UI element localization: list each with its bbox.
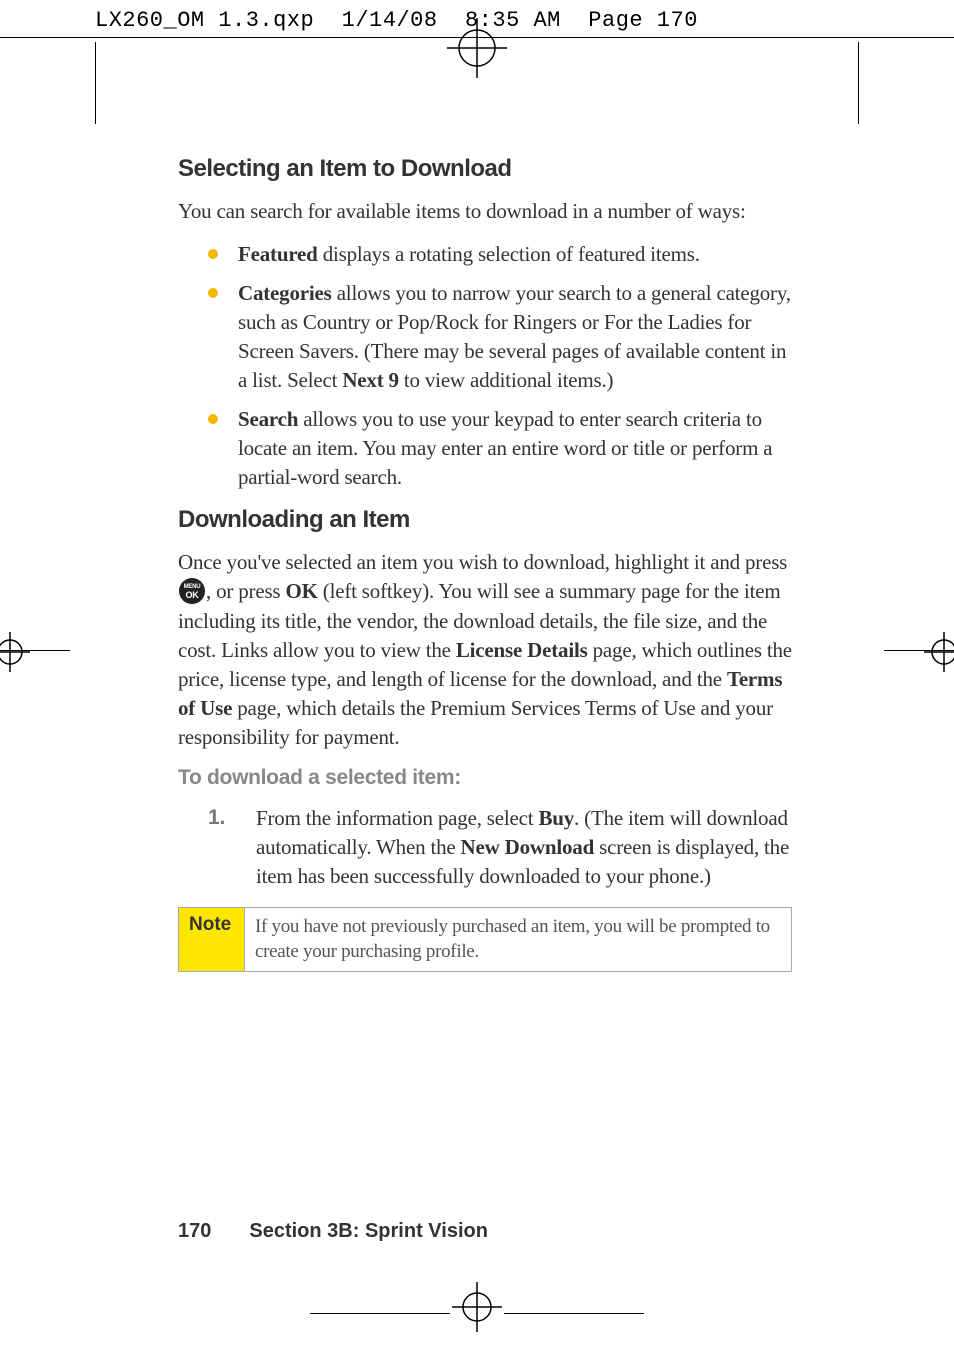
note-text: If you have not previously purchased an … bbox=[245, 908, 791, 971]
note-box: Note If you have not previously purchase… bbox=[178, 907, 792, 972]
dl-bold-license: License Details bbox=[456, 638, 588, 662]
step-1-buy: Buy bbox=[538, 806, 574, 830]
crop-mark-left-icon bbox=[95, 42, 96, 124]
page-number: 170 bbox=[178, 1220, 211, 1242]
selecting-intro: You can search for available items to do… bbox=[178, 197, 792, 226]
registration-mark-top-icon bbox=[447, 18, 507, 83]
bullet-categories-rest-b: to view additional items.) bbox=[399, 368, 613, 392]
registration-mark-right-icon bbox=[924, 632, 954, 677]
selecting-bullets: Featured displays a rotating selection o… bbox=[178, 240, 792, 492]
registration-mark-bottom-icon bbox=[452, 1282, 502, 1337]
step-1-a: From the information page, select bbox=[256, 806, 538, 830]
note-label: Note bbox=[179, 908, 245, 971]
bullet-search: Search allows you to use your keypad to … bbox=[208, 405, 792, 492]
step-1: 1. From the information page, select Buy… bbox=[208, 804, 792, 891]
bullet-featured-rest: displays a rotating selection of feature… bbox=[318, 242, 700, 266]
bullet-categories-bold: Categories bbox=[238, 281, 332, 305]
page-footer: 170 Section 3B: Sprint Vision bbox=[178, 1220, 792, 1243]
downloading-subhead: To download a selected item: bbox=[178, 766, 792, 790]
dl-part-e: page, which details the Premium Services… bbox=[178, 696, 773, 749]
header-date: 1/14/08 bbox=[342, 8, 438, 33]
dl-bold-ok: OK bbox=[285, 579, 317, 603]
downloading-paragraph: Once you've selected an item you wish to… bbox=[178, 548, 792, 752]
step-1-number: 1. bbox=[208, 804, 225, 833]
bullet-search-rest: allows you to use your keypad to enter s… bbox=[238, 407, 772, 489]
section-label: Section 3B: Sprint Vision bbox=[249, 1220, 488, 1242]
bullet-categories: Categories allows you to narrow your sea… bbox=[208, 279, 792, 395]
menu-ok-button-icon: MENUOK bbox=[178, 577, 206, 605]
registration-bottom-line-right bbox=[504, 1313, 644, 1314]
svg-text:OK: OK bbox=[185, 590, 199, 600]
bullet-featured-bold: Featured bbox=[238, 242, 318, 266]
bullet-categories-bold2: Next 9 bbox=[342, 368, 399, 392]
header-page: Page 170 bbox=[588, 8, 698, 33]
step-1-newdl: New Download bbox=[461, 835, 595, 859]
dl-part-b: , or press bbox=[206, 579, 285, 603]
bullet-featured: Featured displays a rotating selection o… bbox=[208, 240, 792, 269]
registration-bottom-line-left bbox=[310, 1313, 450, 1314]
dl-part-a: Once you've selected an item you wish to… bbox=[178, 550, 787, 574]
page-root: LX260_OM 1.3.qxp 1/14/08 8:35 AM Page 17… bbox=[0, 0, 954, 1362]
download-steps: 1. From the information page, select Buy… bbox=[178, 804, 792, 891]
bullet-search-bold: Search bbox=[238, 407, 298, 431]
heading-selecting: Selecting an Item to Download bbox=[178, 155, 792, 183]
header-filename: LX260_OM 1.3.qxp bbox=[95, 8, 314, 33]
content-area: Selecting an Item to Download You can se… bbox=[178, 155, 792, 972]
registration-mark-left-icon bbox=[0, 632, 30, 677]
crop-mark-right-icon bbox=[858, 42, 859, 124]
heading-downloading: Downloading an Item bbox=[178, 506, 792, 534]
